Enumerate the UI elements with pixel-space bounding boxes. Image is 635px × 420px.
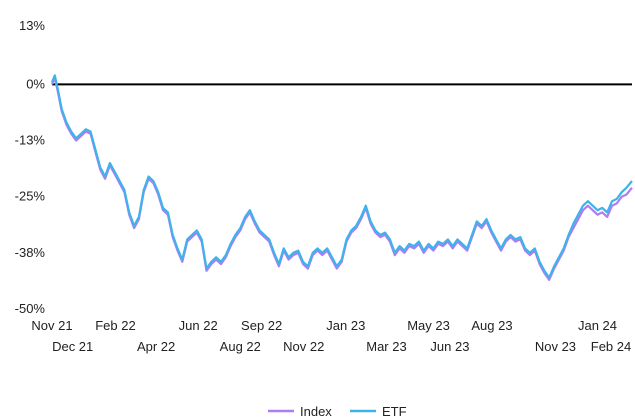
legend-label: Index xyxy=(300,404,332,419)
x-axis: Nov 21 Feb 22 Jun 22 Sep 22 Jan 23 May 23 Aug … xyxy=(31,318,631,354)
x-tick-label: Apr 22 xyxy=(137,339,175,354)
x-tick-label: Jun 23 xyxy=(430,339,469,354)
series-layer xyxy=(50,74,633,281)
x-tick-label: Dec 21 xyxy=(52,339,93,354)
x-tick-label: Mar 23 xyxy=(366,339,406,354)
x-tick-label: Aug 23 xyxy=(471,318,512,333)
x-tick-label: Nov 22 xyxy=(283,339,324,354)
y-tick-label: -25% xyxy=(15,189,46,204)
y-tick-label: -50% xyxy=(15,301,46,316)
legend-label: ETF xyxy=(382,404,407,419)
x-tick-label: Feb 22 xyxy=(95,318,135,333)
x-tick-label: Jan 24 xyxy=(578,318,617,333)
y-tick-label: -38% xyxy=(15,245,46,260)
x-tick-label: Jun 22 xyxy=(179,318,218,333)
series-line-etf xyxy=(50,74,633,279)
y-tick-label: -13% xyxy=(15,133,46,148)
x-tick-label: Sep 22 xyxy=(241,318,282,333)
x-tick-label: May 23 xyxy=(407,318,450,333)
x-tick-label: Nov 21 xyxy=(31,318,72,333)
y-tick-label: 13% xyxy=(19,18,45,33)
x-tick-label: Aug 22 xyxy=(220,339,261,354)
x-tick-label: Feb 24 xyxy=(591,339,631,354)
series-line-index xyxy=(50,76,633,281)
x-tick-label: Nov 23 xyxy=(535,339,576,354)
legend: Index ETF xyxy=(268,404,407,419)
x-tick-label: Jan 23 xyxy=(326,318,365,333)
y-tick-label: 0% xyxy=(26,76,45,91)
y-axis: 13% 0% -13% -25% -38% -50% xyxy=(15,18,46,316)
